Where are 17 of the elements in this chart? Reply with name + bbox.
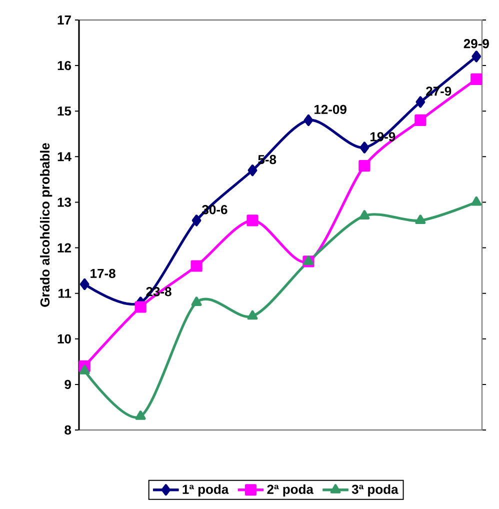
y-tick-label: 8 [64, 425, 72, 435]
legend-label: 2ª poda [267, 484, 314, 497]
y-tick-label: 17 [58, 16, 71, 24]
y-tick-label: 16 [58, 60, 71, 70]
annotation: 17-8 [90, 268, 116, 278]
y-tick-label: 11 [58, 288, 72, 298]
annotation: 12-09 [314, 104, 346, 114]
annotation: 29-9 [464, 39, 489, 48]
legend-label: 3ª poda [352, 484, 398, 497]
y-tick-label: 14 [58, 152, 72, 162]
y-tick-label: 10 [58, 334, 71, 344]
y-axis-title: Grado alcohólico probable [40, 143, 52, 307]
y-tick-label: 9 [64, 380, 71, 390]
y-tick-label: 12 [58, 243, 71, 252]
y-tick-label: 15 [58, 106, 72, 116]
legend-label: 1ª poda [182, 484, 229, 497]
y-tick-label: 13 [58, 198, 71, 207]
